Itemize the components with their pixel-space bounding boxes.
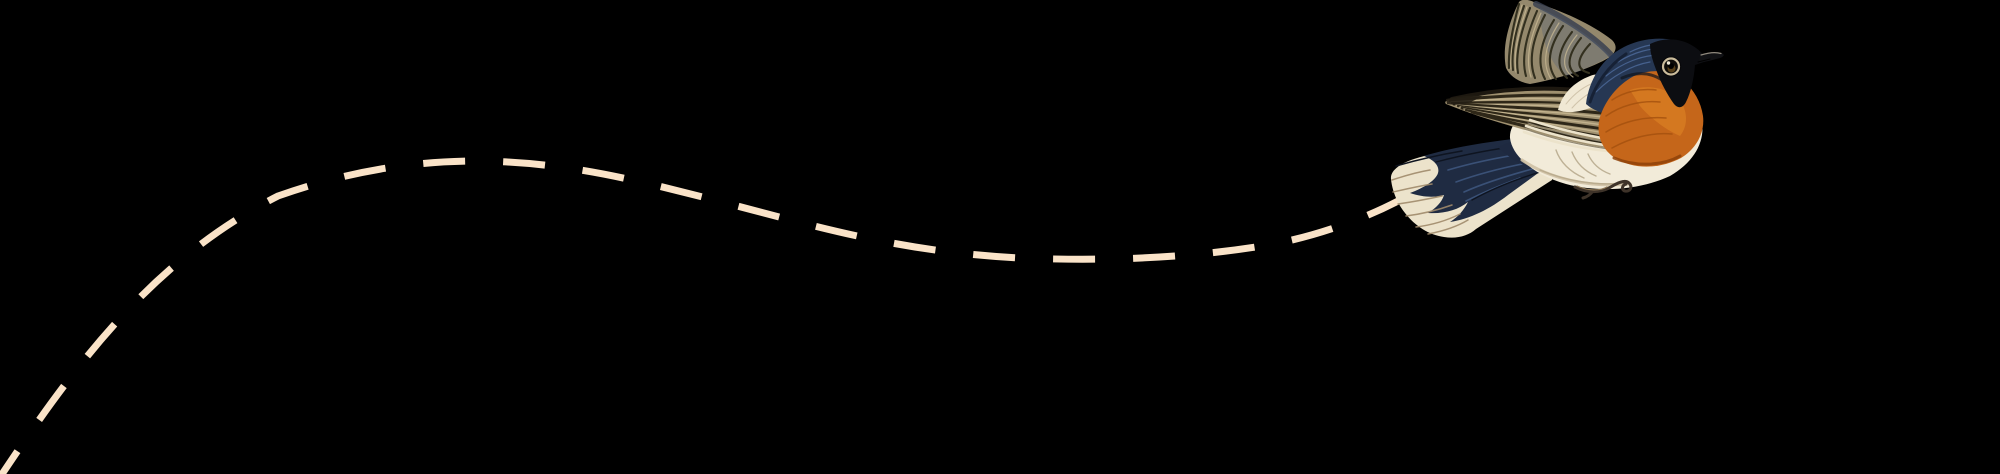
feet	[1573, 179, 1633, 200]
flight-path	[0, 157, 1402, 474]
eye	[1660, 56, 1682, 77]
flight-path-group	[0, 157, 1402, 474]
tail-feather-lines	[1391, 141, 1553, 235]
beak	[1697, 52, 1724, 63]
bird-illustration	[1390, 0, 1724, 238]
raised-wing-striations	[1507, 1, 1615, 81]
